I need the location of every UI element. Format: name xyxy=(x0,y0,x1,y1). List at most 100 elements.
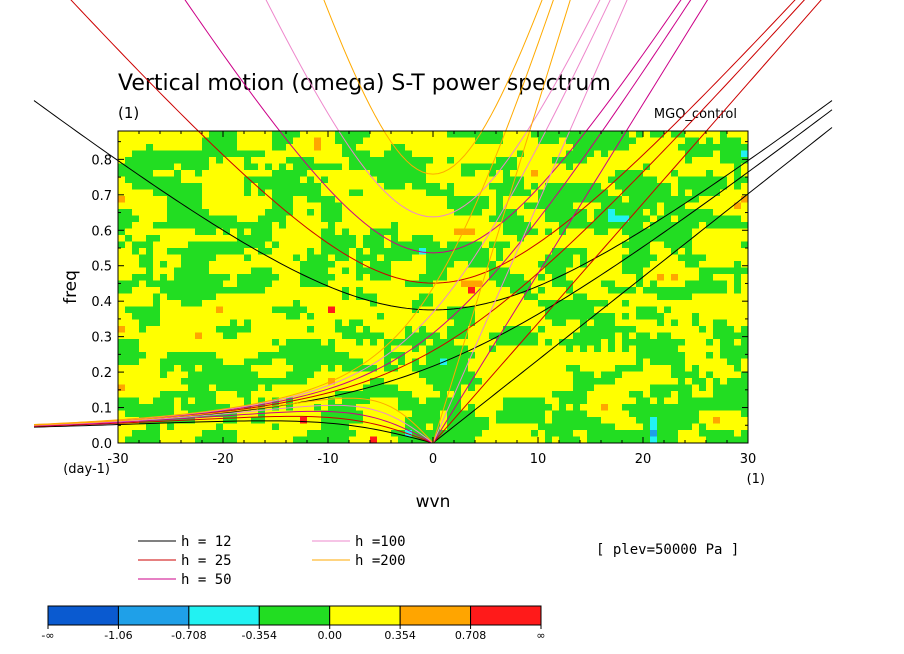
heatmap-cell xyxy=(132,196,140,204)
heatmap-cell xyxy=(678,430,686,438)
heatmap-cell xyxy=(314,293,322,301)
heatmap-cell xyxy=(139,293,147,301)
heatmap-cell xyxy=(146,170,154,178)
heatmap-cell xyxy=(328,189,336,197)
heatmap-cell xyxy=(188,339,196,347)
heatmap-cell xyxy=(314,176,322,184)
heatmap-cell xyxy=(608,371,616,379)
heatmap-cell xyxy=(370,345,378,353)
heatmap-cell xyxy=(195,215,203,223)
heatmap-cell xyxy=(174,170,182,178)
heatmap-cell xyxy=(125,391,133,399)
heatmap-cell xyxy=(461,241,469,249)
heatmap-cell xyxy=(412,397,420,405)
heatmap-cell xyxy=(573,306,581,314)
heatmap-cell xyxy=(132,163,140,171)
heatmap-cell xyxy=(251,144,259,152)
heatmap-cell xyxy=(566,430,574,438)
heatmap-cell xyxy=(461,365,469,373)
heatmap-cell xyxy=(244,384,252,392)
heatmap-cell xyxy=(622,274,630,282)
heatmap-cell xyxy=(349,176,357,184)
heatmap-cell xyxy=(538,254,546,262)
heatmap-cell xyxy=(566,436,574,443)
heatmap-cell xyxy=(251,339,259,347)
heatmap-cell xyxy=(314,170,322,178)
heatmap-cell xyxy=(202,287,210,295)
colorbar-label: 0.354 xyxy=(384,629,416,642)
heatmap-cell xyxy=(167,170,175,178)
heatmap-cell xyxy=(314,358,322,366)
heatmap-cell xyxy=(706,300,714,308)
heatmap-cell xyxy=(370,215,378,223)
heatmap-cell xyxy=(552,215,560,223)
heatmap-cell xyxy=(650,319,658,327)
heatmap-cell xyxy=(454,280,462,288)
heatmap-cell xyxy=(125,300,133,308)
heatmap-cell xyxy=(328,176,336,184)
heatmap-cell xyxy=(699,345,707,353)
heatmap-cell xyxy=(377,202,385,210)
heatmap-cell xyxy=(524,157,532,165)
heatmap-cell xyxy=(195,319,203,327)
heatmap-cell xyxy=(468,365,476,373)
heatmap-cell xyxy=(181,339,189,347)
heatmap-cell xyxy=(125,306,133,314)
heatmap-cell xyxy=(741,384,748,392)
heatmap-cell xyxy=(678,248,686,256)
heatmap-cell xyxy=(209,222,217,230)
heatmap-cell xyxy=(461,176,469,184)
heatmap-cell xyxy=(398,306,406,314)
heatmap-cell xyxy=(405,436,413,443)
heatmap-cell xyxy=(461,222,469,230)
heatmap-cell xyxy=(741,345,748,353)
heatmap-cell xyxy=(174,189,182,197)
heatmap-cell xyxy=(524,345,532,353)
heatmap-cell xyxy=(426,280,434,288)
heatmap-cell xyxy=(398,254,406,262)
heatmap-cell xyxy=(482,144,490,152)
heatmap-cell xyxy=(608,163,616,171)
heatmap-cell xyxy=(370,170,378,178)
heatmap-cell xyxy=(692,131,700,139)
heatmap-cell xyxy=(384,293,392,301)
heatmap-cell xyxy=(727,280,735,288)
heatmap-cell xyxy=(538,410,546,418)
heatmap-cell xyxy=(349,183,357,191)
heatmap-cell xyxy=(342,274,350,282)
heatmap-cell xyxy=(342,267,350,275)
heatmap-cell xyxy=(713,371,721,379)
heatmap-cell xyxy=(139,384,147,392)
heatmap-cell xyxy=(636,339,644,347)
heatmap-cell xyxy=(125,436,133,443)
heatmap-cell xyxy=(181,254,189,262)
heatmap-cell xyxy=(713,358,721,366)
heatmap-cell xyxy=(440,202,448,210)
heatmap-cell xyxy=(160,326,168,334)
heatmap-cell xyxy=(377,150,385,158)
legend-label: h = 50 xyxy=(181,572,232,588)
heatmap-cell xyxy=(363,183,371,191)
heatmap-cell xyxy=(342,228,350,236)
heatmap-cell xyxy=(447,352,455,360)
heatmap-cell xyxy=(566,228,574,236)
heatmap-cell xyxy=(181,430,189,438)
heatmap-cell xyxy=(209,345,217,353)
heatmap-cell xyxy=(629,222,637,230)
heatmap-cell xyxy=(286,137,294,145)
heatmap-cell xyxy=(279,176,287,184)
heatmap-cell xyxy=(531,202,539,210)
heatmap-cell xyxy=(349,228,357,236)
heatmap-cell xyxy=(363,222,371,230)
heatmap-cell xyxy=(454,378,462,386)
heatmap-cell xyxy=(538,235,546,243)
heatmap-cell xyxy=(314,384,322,392)
heatmap-cell xyxy=(230,287,238,295)
heatmap-cell xyxy=(363,339,371,347)
heatmap-cell xyxy=(377,144,385,152)
heatmap-cell xyxy=(363,241,371,249)
heatmap-cell xyxy=(601,267,609,275)
heatmap-cell xyxy=(685,202,693,210)
heatmap-cell xyxy=(531,436,539,443)
heatmap-cell xyxy=(454,215,462,223)
